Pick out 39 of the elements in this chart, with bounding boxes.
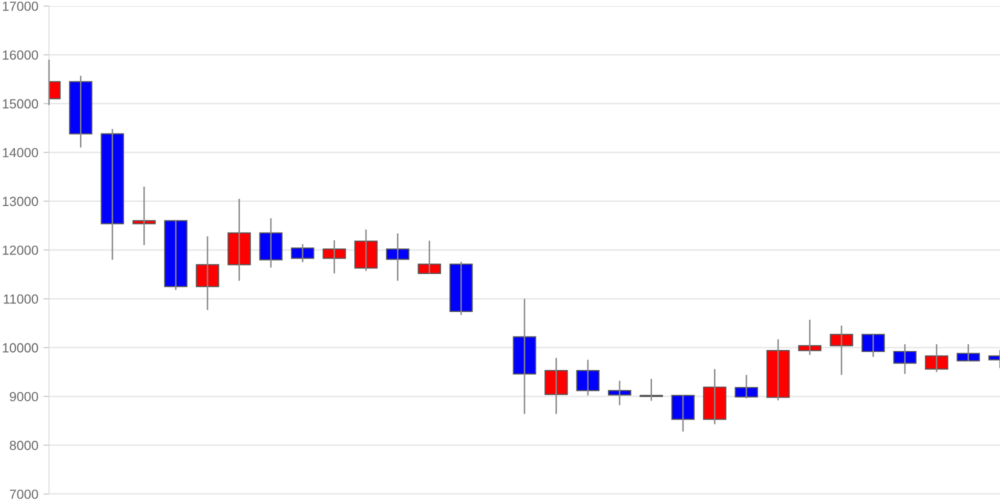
candlestick bbox=[132, 186, 156, 246]
candlestick bbox=[354, 228, 378, 272]
candlestick bbox=[100, 128, 124, 260]
y-tick-label: 13000 bbox=[2, 196, 38, 206]
candlestick bbox=[196, 236, 220, 311]
y-tick-label: 7000 bbox=[10, 490, 38, 499]
candlestick bbox=[228, 198, 251, 282]
candlestick bbox=[766, 338, 790, 401]
candlestick bbox=[924, 343, 948, 373]
candlestick bbox=[290, 243, 314, 263]
y-tick-label: 8000 bbox=[10, 440, 38, 450]
candlestick bbox=[259, 218, 283, 268]
candlestick bbox=[386, 232, 410, 282]
y-tick-label: 9000 bbox=[10, 392, 38, 402]
candlestick bbox=[830, 324, 854, 376]
y-tick-label: 12000 bbox=[2, 246, 38, 255]
candlestick bbox=[862, 334, 885, 358]
candlestick bbox=[671, 394, 695, 432]
candlestick bbox=[544, 357, 568, 415]
candlestick bbox=[893, 343, 917, 375]
candlestick bbox=[69, 75, 92, 148]
candlestick bbox=[956, 343, 980, 362]
candlestick bbox=[608, 380, 632, 406]
y-tick-label: 14000 bbox=[2, 148, 38, 158]
candlestick bbox=[640, 378, 663, 402]
candlestick bbox=[734, 374, 758, 400]
y-tick-label: 15000 bbox=[2, 99, 38, 109]
y-tick-label: 10000 bbox=[2, 343, 38, 353]
y-tick-label: 11000 bbox=[4, 294, 38, 304]
candlestick bbox=[703, 368, 726, 425]
y-tick-label: 16000 bbox=[2, 50, 38, 60]
candlestick bbox=[164, 220, 188, 291]
candlestick bbox=[576, 359, 600, 396]
candlestick bbox=[418, 240, 442, 274]
y-tick-label: 17000 bbox=[2, 2, 38, 11]
candlestick bbox=[322, 240, 346, 274]
candlestick bbox=[449, 261, 473, 316]
candlestick bbox=[798, 319, 822, 356]
candlestick bbox=[512, 298, 536, 415]
